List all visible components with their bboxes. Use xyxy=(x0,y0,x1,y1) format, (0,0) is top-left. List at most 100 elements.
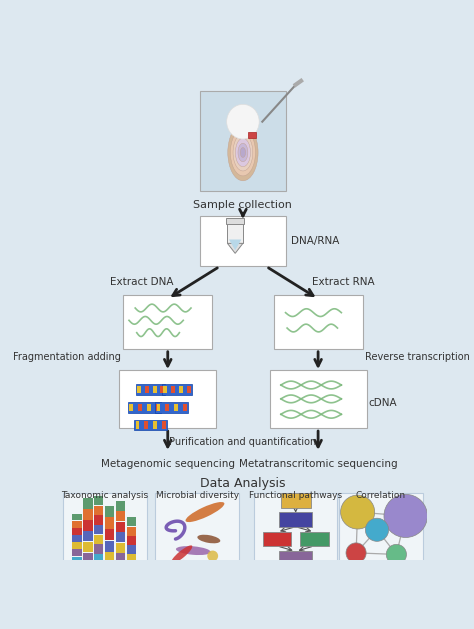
FancyBboxPatch shape xyxy=(105,518,114,528)
FancyBboxPatch shape xyxy=(83,520,92,530)
FancyBboxPatch shape xyxy=(136,384,165,395)
FancyBboxPatch shape xyxy=(105,552,114,564)
Circle shape xyxy=(386,545,406,564)
FancyBboxPatch shape xyxy=(273,295,363,349)
FancyBboxPatch shape xyxy=(105,529,114,540)
Polygon shape xyxy=(228,243,243,253)
Text: Taxonomic analysis: Taxonomic analysis xyxy=(62,491,148,500)
FancyBboxPatch shape xyxy=(162,384,192,395)
FancyBboxPatch shape xyxy=(171,386,175,394)
FancyBboxPatch shape xyxy=(94,496,103,505)
Text: cDNA: cDNA xyxy=(368,398,397,408)
Text: Microbial diversity: Microbial diversity xyxy=(155,491,239,500)
FancyBboxPatch shape xyxy=(137,386,141,394)
Ellipse shape xyxy=(197,535,220,543)
Text: Reverse transcription: Reverse transcription xyxy=(365,352,470,362)
FancyBboxPatch shape xyxy=(116,521,125,532)
FancyBboxPatch shape xyxy=(73,557,82,564)
Ellipse shape xyxy=(238,143,248,162)
FancyBboxPatch shape xyxy=(263,532,292,547)
FancyBboxPatch shape xyxy=(73,514,82,520)
Ellipse shape xyxy=(182,560,198,572)
Text: DNA/RNA: DNA/RNA xyxy=(291,236,339,246)
Ellipse shape xyxy=(233,134,253,171)
Text: Extract RNA: Extract RNA xyxy=(312,277,374,287)
FancyBboxPatch shape xyxy=(94,554,103,564)
Text: Fragmentation adding: Fragmentation adding xyxy=(13,352,121,362)
FancyBboxPatch shape xyxy=(279,513,312,527)
FancyBboxPatch shape xyxy=(201,91,285,191)
FancyBboxPatch shape xyxy=(116,553,125,564)
FancyBboxPatch shape xyxy=(116,511,125,521)
FancyBboxPatch shape xyxy=(123,295,212,349)
Text: Metagenomic sequencing: Metagenomic sequencing xyxy=(101,459,235,469)
FancyBboxPatch shape xyxy=(105,540,114,552)
Circle shape xyxy=(346,543,366,563)
Ellipse shape xyxy=(236,138,250,167)
FancyBboxPatch shape xyxy=(83,509,92,520)
FancyBboxPatch shape xyxy=(83,553,92,564)
Ellipse shape xyxy=(185,502,224,522)
FancyBboxPatch shape xyxy=(73,542,82,549)
FancyBboxPatch shape xyxy=(119,370,216,428)
FancyBboxPatch shape xyxy=(156,403,160,411)
Ellipse shape xyxy=(240,148,246,157)
FancyBboxPatch shape xyxy=(94,515,103,525)
FancyBboxPatch shape xyxy=(145,386,149,394)
FancyBboxPatch shape xyxy=(187,386,191,394)
FancyBboxPatch shape xyxy=(83,542,92,552)
FancyBboxPatch shape xyxy=(135,420,167,430)
FancyBboxPatch shape xyxy=(63,493,147,570)
Polygon shape xyxy=(229,240,241,250)
FancyBboxPatch shape xyxy=(138,403,142,411)
FancyBboxPatch shape xyxy=(281,493,311,508)
Ellipse shape xyxy=(171,545,192,564)
Circle shape xyxy=(365,518,389,542)
FancyBboxPatch shape xyxy=(73,528,82,535)
FancyBboxPatch shape xyxy=(127,554,136,564)
FancyBboxPatch shape xyxy=(226,218,245,224)
FancyBboxPatch shape xyxy=(127,518,136,526)
FancyBboxPatch shape xyxy=(94,506,103,515)
FancyBboxPatch shape xyxy=(155,402,188,413)
FancyBboxPatch shape xyxy=(160,386,164,394)
FancyBboxPatch shape xyxy=(339,493,423,570)
FancyBboxPatch shape xyxy=(127,526,136,535)
Circle shape xyxy=(384,494,428,537)
FancyBboxPatch shape xyxy=(153,386,156,394)
FancyBboxPatch shape xyxy=(228,222,243,243)
FancyBboxPatch shape xyxy=(94,544,103,554)
FancyBboxPatch shape xyxy=(129,403,133,411)
FancyBboxPatch shape xyxy=(300,571,328,585)
FancyBboxPatch shape xyxy=(279,551,312,565)
Ellipse shape xyxy=(228,124,258,181)
Ellipse shape xyxy=(227,104,259,139)
Text: Extract DNA: Extract DNA xyxy=(110,277,174,287)
FancyBboxPatch shape xyxy=(153,421,157,429)
FancyBboxPatch shape xyxy=(83,498,92,509)
FancyBboxPatch shape xyxy=(147,403,151,411)
FancyBboxPatch shape xyxy=(73,549,82,556)
Text: Functional pathways: Functional pathways xyxy=(249,491,342,500)
FancyBboxPatch shape xyxy=(270,370,366,428)
Text: Sample collection: Sample collection xyxy=(193,200,292,210)
Text: Purification and quantification: Purification and quantification xyxy=(169,437,317,447)
FancyBboxPatch shape xyxy=(128,402,161,413)
Circle shape xyxy=(207,550,218,561)
FancyBboxPatch shape xyxy=(116,501,125,511)
FancyBboxPatch shape xyxy=(179,386,183,394)
FancyBboxPatch shape xyxy=(73,535,82,542)
Ellipse shape xyxy=(176,546,211,555)
FancyBboxPatch shape xyxy=(183,403,187,411)
FancyBboxPatch shape xyxy=(116,532,125,542)
FancyBboxPatch shape xyxy=(94,525,103,534)
FancyBboxPatch shape xyxy=(136,421,139,429)
FancyBboxPatch shape xyxy=(300,532,328,547)
FancyBboxPatch shape xyxy=(73,521,82,528)
FancyBboxPatch shape xyxy=(248,131,256,138)
FancyBboxPatch shape xyxy=(127,545,136,554)
FancyBboxPatch shape xyxy=(83,531,92,542)
FancyBboxPatch shape xyxy=(162,421,166,429)
FancyBboxPatch shape xyxy=(165,403,169,411)
Circle shape xyxy=(341,495,374,529)
